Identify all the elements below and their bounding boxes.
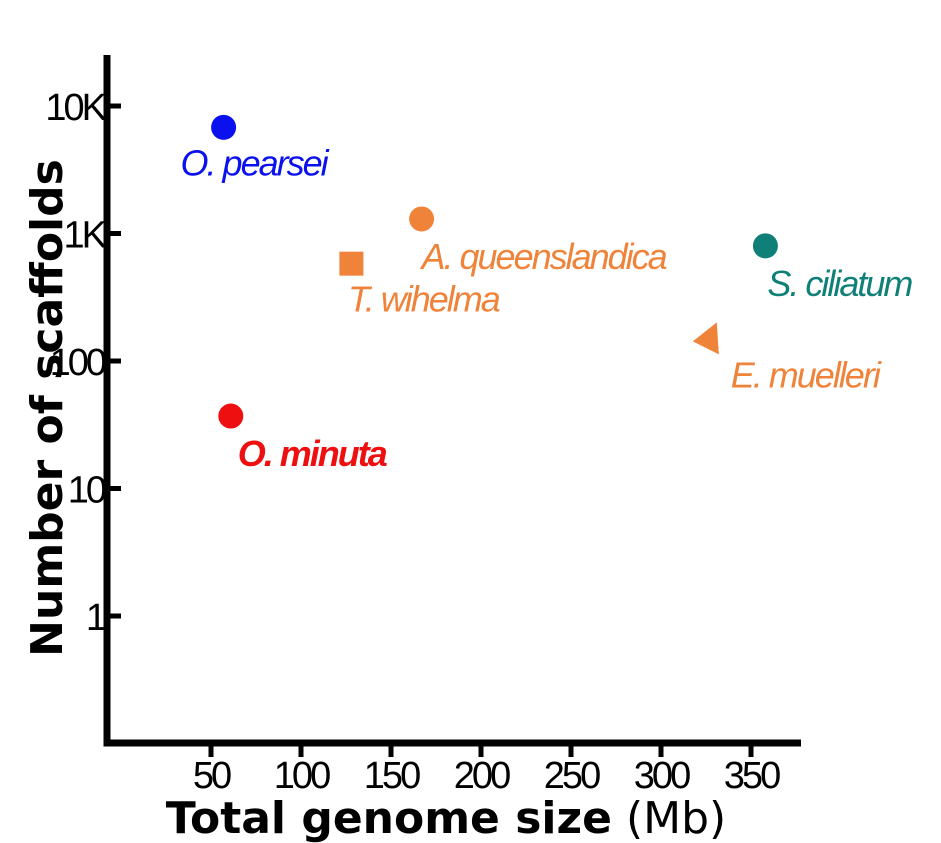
point-label: A. queenslandica [419, 236, 666, 277]
data-point [211, 114, 237, 140]
y-tick-label: 100 [50, 342, 106, 384]
x-tick-label: 100 [274, 755, 330, 797]
x-axis-title: Total genome size (Mb) [166, 793, 726, 843]
x-tick-label: 300 [634, 755, 690, 797]
data-point [218, 403, 244, 429]
x-tick-label: 50 [193, 755, 231, 797]
x-axis-title-text: Total genome size [166, 793, 612, 843]
axis-ticks: 50 100 150 200 250 300 350 1 10 100 1K 10K [45, 87, 783, 797]
x-tick-label: 150 [364, 755, 420, 797]
point-label: O. pearsei [181, 142, 330, 183]
x-tick-label: 200 [454, 755, 510, 797]
data-point [692, 322, 719, 355]
x-tick-label: 250 [544, 755, 600, 797]
y-tick-label: 10K [45, 87, 106, 129]
x-axis-unit: (Mb) [626, 793, 726, 843]
y-tick-label: 1 [86, 597, 106, 639]
point-label: S. ciliatum [767, 263, 912, 304]
point-label: T. wihelma [348, 279, 500, 320]
y-tick-label: 10 [68, 470, 106, 512]
y-axis-title: Number of scaffolds [22, 159, 73, 657]
point-label: E. muelleri [731, 354, 882, 395]
point-label: O. minuta [238, 433, 387, 474]
data-point [752, 233, 778, 259]
y-tick-label: 1K [64, 215, 107, 257]
data-point [409, 206, 435, 232]
data-point [339, 251, 364, 276]
x-tick-label: 350 [724, 755, 780, 797]
data-points [211, 114, 778, 429]
